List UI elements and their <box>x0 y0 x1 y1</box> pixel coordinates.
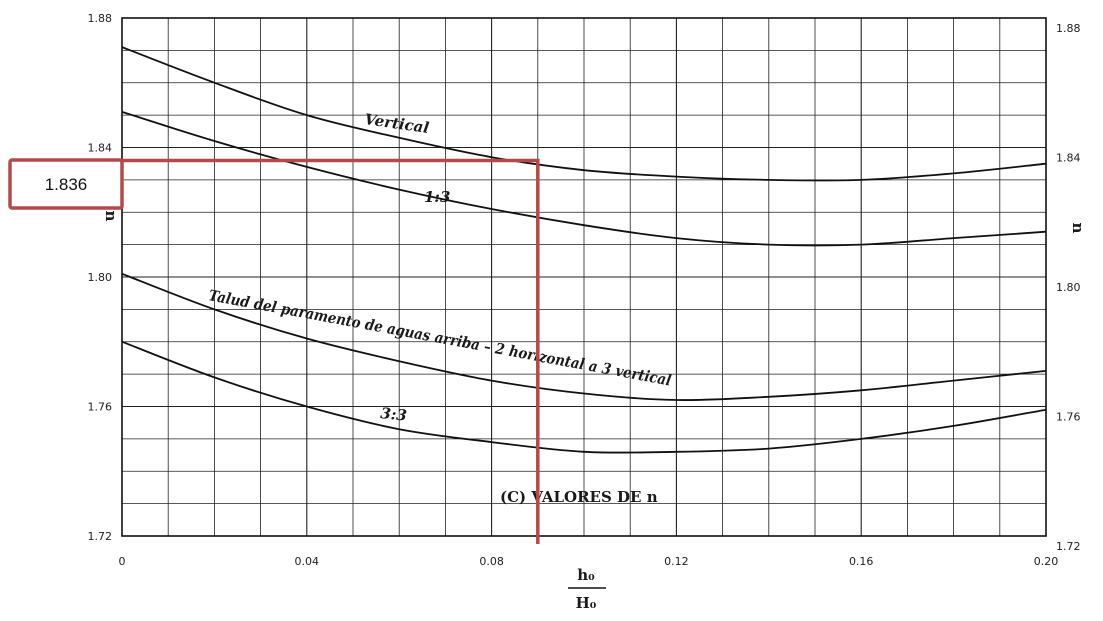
chart-caption: (C) VALORES DE n <box>500 488 658 506</box>
y-tick-label-left: 1.80 <box>88 271 113 284</box>
series-line-s23 <box>121 272 1047 401</box>
y-tick-label-left: 1.72 <box>88 530 113 543</box>
y-tick-label-right: 1.80 <box>1056 281 1081 294</box>
series-line-vertical <box>121 46 1047 182</box>
x-tick-label: 0 <box>119 555 126 568</box>
x-tick-label: 0.20 <box>1034 555 1059 568</box>
y-axis-label-right: n <box>1069 223 1087 234</box>
x-tick-label: 0.08 <box>479 555 504 568</box>
y-tick-label-left: 1.76 <box>88 401 113 414</box>
y-tick-label-right: 1.84 <box>1056 152 1081 165</box>
y-tick-label-right: 1.88 <box>1056 22 1081 35</box>
plot-frame <box>121 17 1047 537</box>
x-tick-labels: 0 0.04 0.08 0.12 0.16 0.20 <box>119 555 1059 568</box>
label-slope-3-3: 3:3 <box>380 404 408 425</box>
annotation-box <box>8 158 124 210</box>
x-axis-label-numerator: h₀ <box>577 566 595 584</box>
y-tick-label-right: 1.72 <box>1056 540 1081 553</box>
x-tick-label: 0.12 <box>664 555 689 568</box>
annotation-lines <box>122 158 540 544</box>
grid <box>122 18 1046 536</box>
y-tick-label-left: 1.84 <box>88 142 113 155</box>
label-slope-1-3: 1:3 <box>424 188 450 206</box>
y-tick-label-left: 1.88 <box>88 12 113 25</box>
y-axis-label-left: n <box>102 211 120 222</box>
x-tick-label: 0.04 <box>295 555 320 568</box>
y-tick-labels-right: 1.72 1.76 1.80 1.84 1.88 <box>1056 22 1081 553</box>
y-tick-label-right: 1.76 <box>1056 411 1081 424</box>
annotation-marker: 1.836 <box>8 158 540 544</box>
x-tick-label: 0.16 <box>849 555 874 568</box>
x-axis-label-denominator: H₀ <box>576 594 597 612</box>
series-line-s33 <box>121 340 1047 454</box>
x-axis-label: h₀ H₀ <box>568 566 606 612</box>
annotation-value: 1.836 <box>45 175 88 194</box>
y-tick-labels-left: 1.72 1.76 1.80 1.84 1.88 <box>88 12 113 543</box>
